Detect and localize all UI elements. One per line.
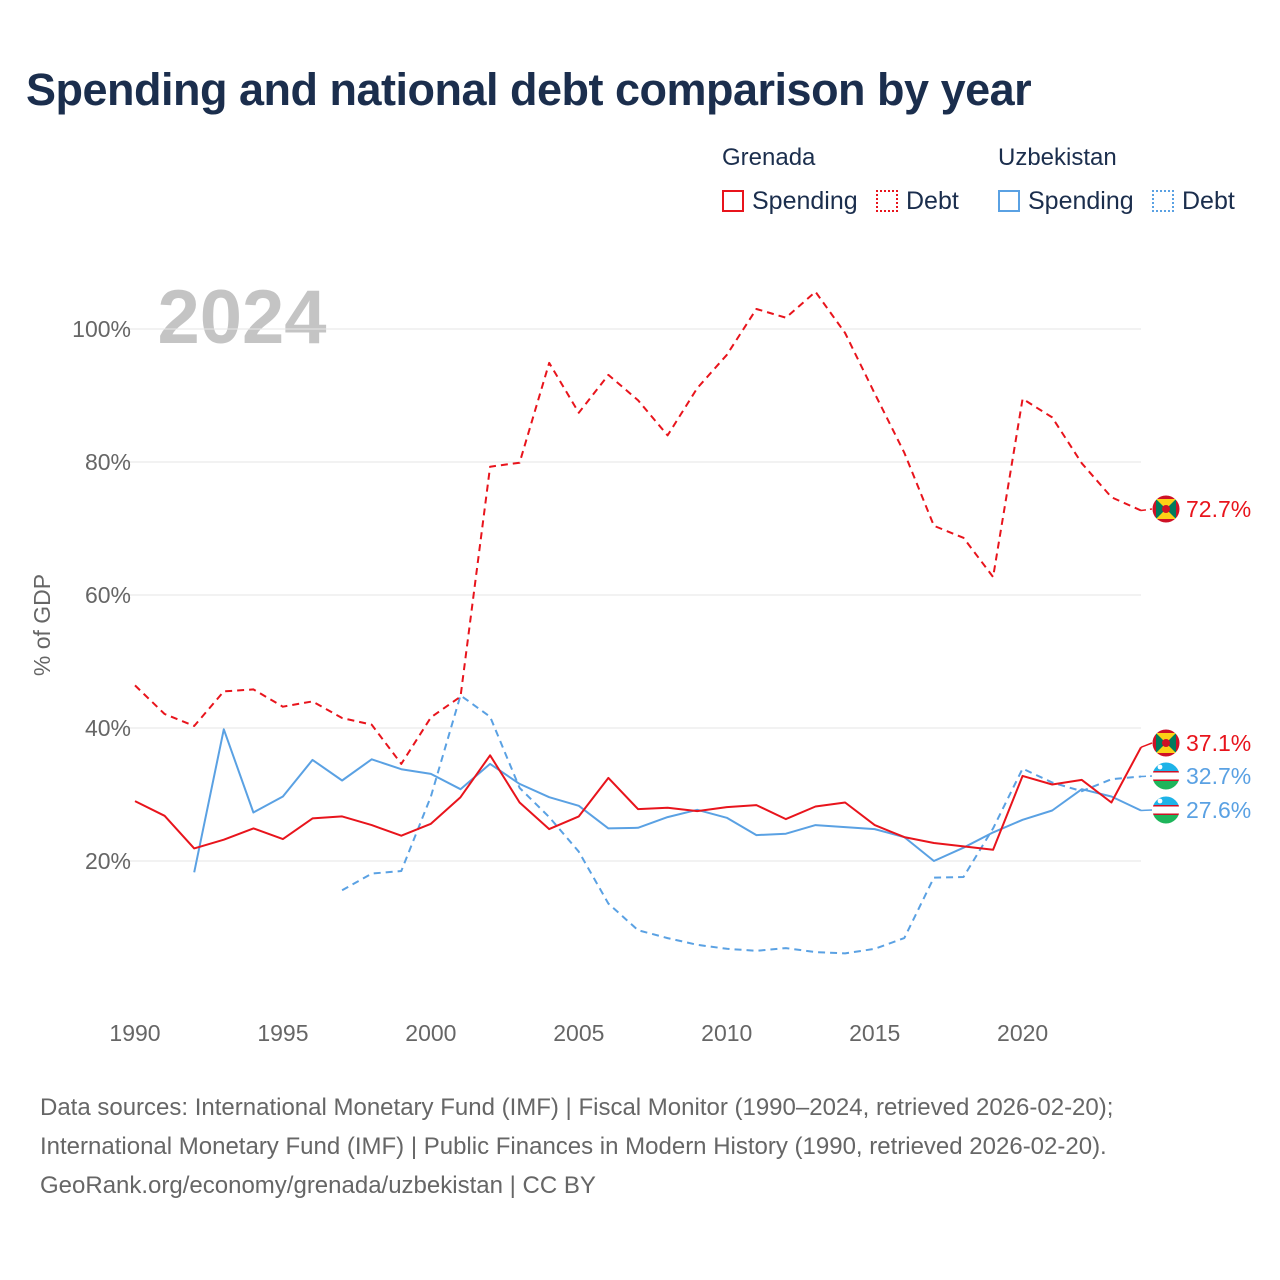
legend-grenada-debt[interactable]: Debt: [876, 186, 959, 216]
end-value-label: 37.1%: [1186, 730, 1251, 756]
solid-line-swatch-icon: [998, 190, 1020, 212]
x-tick-label: 2000: [405, 1020, 456, 1046]
legend-label: Spending: [1028, 186, 1134, 215]
end-value-label: 32.7%: [1186, 763, 1251, 789]
x-tick-label: 2015: [849, 1020, 900, 1046]
dotted-line-swatch-icon: [876, 190, 898, 212]
legend-label: Debt: [906, 186, 959, 215]
y-tick-label: 40%: [85, 715, 131, 741]
series-line-grenada-debt[interactable]: [134, 290, 1142, 765]
x-tick-label: 1990: [109, 1020, 160, 1046]
footer-line-1: Data sources: International Monetary Fun…: [40, 1094, 1114, 1121]
year-watermark: 2024: [157, 275, 326, 360]
end-label-leader: [1140, 508, 1153, 512]
end-value-label: 27.6%: [1186, 797, 1251, 823]
legend-label: Spending: [752, 186, 858, 215]
y-axis-label: % of GDP: [29, 574, 55, 676]
y-tick-label: 60%: [85, 582, 131, 608]
series-line-uzbekistan-debt[interactable]: [341, 694, 1142, 955]
series-line-grenada-spending[interactable]: [134, 746, 1142, 851]
data-sources-footer: Data sources: International Monetary Fun…: [40, 1088, 1113, 1205]
uzbekistan-flag-icon: [1152, 796, 1180, 824]
uzbekistan-flag-icon: [1152, 762, 1180, 790]
legend-uzbekistan-debt[interactable]: Debt: [1152, 186, 1235, 216]
x-tick-label: 2010: [701, 1020, 752, 1046]
dotted-line-swatch-icon: [1152, 190, 1174, 212]
legend-group-uzbekistan: Uzbekistan: [998, 144, 1117, 171]
legend-label: Debt: [1182, 186, 1235, 215]
chart-title: Spending and national debt comparison by…: [26, 64, 1032, 115]
y-tick-label: 20%: [85, 848, 131, 874]
y-tick-label: 100%: [72, 316, 131, 342]
legend-group-grenada: Grenada: [722, 144, 816, 171]
x-tick-label: 2020: [997, 1020, 1048, 1046]
line-chart: 2024 20% 40% 60% 80% 100% 1990 1995 2000 2005 201…: [29, 275, 1251, 1046]
x-tick-label: 2005: [553, 1020, 604, 1046]
x-tick-label: 1995: [257, 1020, 308, 1046]
end-label-leader: [1140, 742, 1153, 748]
grenada-flag-icon: [1152, 729, 1180, 757]
grenada-flag-icon: [1152, 495, 1180, 523]
end-value-label: 72.7%: [1186, 496, 1251, 522]
footer-line-3[interactable]: GeoRank.org/economy/grenada/uzbekistan |…: [40, 1172, 596, 1199]
legend-grenada-spending[interactable]: Spending: [722, 186, 858, 216]
legend-uzbekistan-spending[interactable]: Spending: [998, 186, 1134, 216]
series-line-uzbekistan-spending[interactable]: [193, 728, 1142, 873]
footer-line-2: International Monetary Fund (IMF) | Publ…: [40, 1133, 1107, 1160]
solid-line-swatch-icon: [722, 190, 744, 212]
end-label-leader: [1140, 775, 1153, 778]
y-tick-label: 80%: [85, 449, 131, 475]
